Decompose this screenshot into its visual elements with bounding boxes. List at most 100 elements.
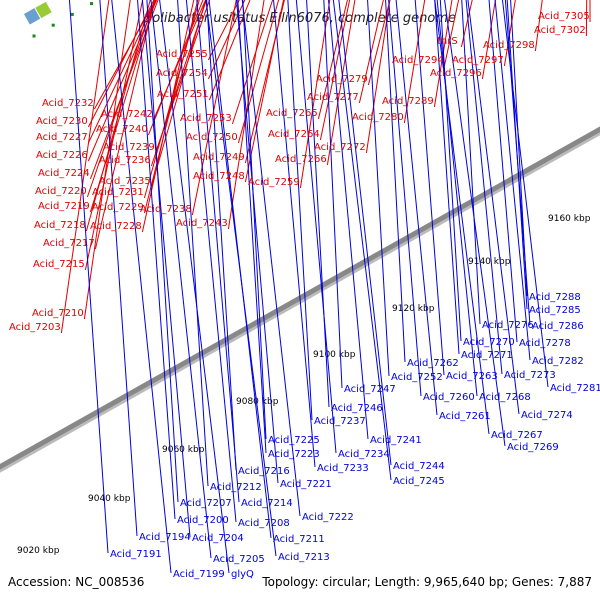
kbp-ruler: 9020 kbp 9040 kbp 9060 kbp 9080 kbp 9100 kbp… [17, 214, 591, 556]
tick-mark [51, 23, 55, 27]
forward-gene-label: Acid_7305 [538, 11, 590, 22]
reverse-gene-label: Acid_7273 [504, 370, 556, 381]
leader-line [150, 0, 207, 188]
forward-gene-label: Acid_7238 [140, 204, 192, 215]
leader-line [465, 0, 503, 375]
tick-mark [90, 2, 93, 6]
ruler-label: 9120 kbp [392, 304, 435, 314]
reverse-gene-label: Acid_7208 [238, 518, 290, 529]
leader-line [388, 0, 422, 397]
forward-gene-label: Acid_7226 [36, 150, 88, 161]
leader-line [68, 0, 109, 554]
forward-gene-label: Acid_7224 [38, 168, 90, 179]
leader-line [85, 0, 151, 232]
tick-lane [32, 2, 93, 38]
leader-line [365, 0, 391, 154]
reverse-gene-label: Acid_7223 [268, 449, 320, 460]
leader-line [86, 0, 156, 198]
leader-line [84, 0, 144, 271]
forward-gene-label: Acid_7248 [193, 171, 245, 182]
forward-gene-label: Acid_7251 [157, 89, 209, 100]
leader-line [323, 0, 343, 389]
feature-box [23, 8, 41, 25]
reverse-gene-label: Acid_7221 [280, 479, 332, 490]
reverse-gene-label: Acid_7225 [268, 435, 320, 446]
leader-line [358, 0, 384, 104]
forward-gene-label: Acid_7289 [382, 96, 434, 107]
accession-text: Accession: NC_008536 [8, 575, 144, 589]
reverse-gene-label: Acid_7216 [238, 466, 290, 477]
leader-line [326, 0, 356, 166]
reverse-gene-label: Acid_7274 [521, 410, 573, 421]
leader-line [196, 0, 240, 503]
leader-line [242, 0, 267, 440]
reverse-gene-label: Acid_7252 [391, 372, 443, 383]
reverse-gene-label: Acid_7269 [507, 442, 559, 453]
reverse-gene-label: Acid_7234 [338, 449, 390, 460]
leader-line [111, 0, 172, 574]
forward-gene-label: Acid_7249 [193, 152, 245, 163]
leader-line [237, 0, 280, 144]
reverse-gene-label: Acid_7262 [407, 358, 459, 369]
reverse-gene-label: Acid_7270 [463, 337, 515, 348]
ruler-label: 9040 kbp [88, 494, 131, 504]
leader-line [328, 0, 369, 440]
leader-line [295, 0, 337, 454]
reverse-gene-label: Acid_7246 [331, 403, 383, 414]
forward-gene-label: Acid_7220 [35, 186, 87, 197]
reverse-gene-label: Acid_7260 [423, 392, 475, 403]
reverse-gene-label: Acid_7207 [180, 498, 232, 509]
forward-gene-label: Acid_7298 [483, 40, 535, 51]
leader-line [236, 0, 279, 484]
leader-line [287, 0, 313, 421]
feature-box [35, 1, 52, 19]
reverse-gene-label: glyQ [231, 569, 254, 580]
forward-gene-label: Acid_7259 [248, 177, 300, 188]
leader-line [319, 0, 351, 141]
leader-line [159, 0, 230, 574]
forward-gene-label: Acid_7280 [352, 112, 404, 123]
leader-line [385, 0, 406, 363]
leader-line [367, 0, 391, 86]
leader-line [504, 0, 531, 326]
forward-gene-label: Acid_7255 [156, 49, 208, 60]
leader-line [273, 0, 316, 468]
leader-line [207, 0, 240, 61]
leader-line [147, 0, 204, 136]
leader-line [177, 0, 209, 487]
leader-line [94, 0, 155, 250]
leader-line [146, 0, 179, 503]
leader-line [488, 0, 518, 343]
leader-line [434, 0, 460, 355]
reverse-gene-label: Acid_7213 [278, 552, 330, 563]
leader-line [205, 0, 277, 557]
leader-line [395, 0, 438, 416]
forward-gene-label: Acid_7217 [43, 238, 95, 249]
reverse-gene-label: Acid_7191 [110, 549, 162, 560]
forward-gene-label: Acid_7218 [34, 220, 86, 231]
forward-gene-label: Acid_7250 [186, 132, 238, 143]
leader-line [207, 0, 246, 80]
leader-line [137, 0, 176, 520]
forward-gene-label: Acid_7253 [180, 113, 232, 124]
forward-gene-label: Acid_7236 [99, 155, 151, 166]
reverse-gene-label: Acid_7194 [139, 532, 191, 543]
leader-line [439, 0, 462, 342]
forward-gene-label: Acid_7232 [42, 98, 94, 109]
forward-gene-label: Acid_7227 [36, 132, 88, 143]
reverse-gene-label: Acid_7267 [491, 430, 543, 441]
leader-line [191, 0, 237, 216]
forward-gene-label: Acid_7215 [33, 259, 85, 270]
reverse-gene-label: Acid_7268 [479, 392, 531, 403]
leader-line [461, 0, 481, 325]
leader-line [99, 0, 138, 537]
ruler-label: 9140 kbp [468, 257, 511, 267]
ruler-label: 9080 kbp [236, 397, 279, 407]
forward-gene-label: Acid_7266 [275, 154, 327, 165]
forward-gene-label: Acid_7302 [534, 25, 586, 36]
forward-gene-label: Acid_7279 [316, 74, 368, 85]
forward-gene-label: Acid_7265 [266, 108, 318, 119]
leader-line [60, 0, 110, 334]
leader-line [414, 0, 445, 376]
